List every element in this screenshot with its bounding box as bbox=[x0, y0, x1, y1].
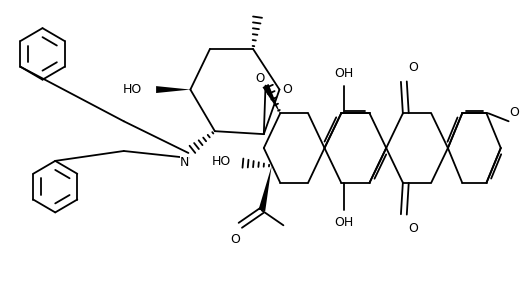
Text: O: O bbox=[510, 106, 519, 119]
Text: N: N bbox=[180, 156, 189, 169]
Text: HO: HO bbox=[123, 83, 142, 96]
Text: O: O bbox=[230, 233, 240, 246]
Text: O: O bbox=[282, 83, 292, 96]
Polygon shape bbox=[258, 166, 271, 211]
Text: O: O bbox=[409, 61, 419, 74]
Text: OH: OH bbox=[334, 67, 354, 80]
Text: OH: OH bbox=[334, 216, 354, 229]
Polygon shape bbox=[156, 86, 190, 93]
Text: O: O bbox=[255, 72, 264, 85]
Text: HO: HO bbox=[211, 155, 230, 168]
Polygon shape bbox=[263, 84, 280, 113]
Text: O: O bbox=[409, 222, 419, 235]
